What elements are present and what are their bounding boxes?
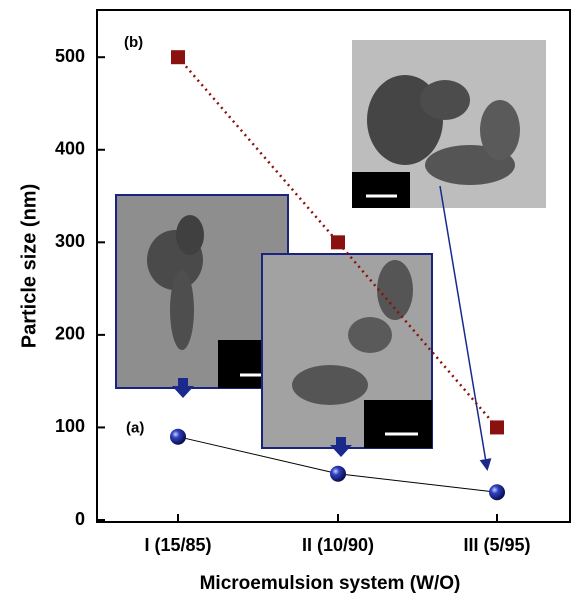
- arrows: [172, 185, 492, 471]
- y-axis-label: Particle size (nm): [18, 184, 40, 349]
- square-marker: [331, 235, 345, 250]
- y-tick-label: 100: [55, 416, 85, 436]
- y-tick-label: 300: [55, 231, 85, 251]
- sphere-marker: [170, 428, 186, 445]
- sphere-marker: [330, 465, 346, 482]
- series-label: (b): [124, 34, 143, 51]
- tem-inset-3: [352, 40, 546, 208]
- x-axis-label: Microemulsion system (W/O): [200, 573, 461, 594]
- x-tick-label: I (15/85): [144, 535, 211, 555]
- square-marker: [171, 50, 185, 65]
- y-tick-label: 400: [55, 139, 85, 159]
- tem-inset-1: [115, 194, 289, 389]
- tem-inset-2: [261, 253, 433, 449]
- x-tick-label: II (10/90): [302, 535, 374, 555]
- square-marker: [490, 420, 504, 435]
- plot-frame: [96, 9, 571, 523]
- y-tick-label: 500: [55, 46, 85, 66]
- x-tick-label: III (5/95): [463, 535, 530, 555]
- series-label: (a): [126, 420, 144, 437]
- y-tick-label: 200: [55, 324, 85, 344]
- y-tick-label: 0: [75, 509, 85, 529]
- sphere-marker: [489, 484, 505, 501]
